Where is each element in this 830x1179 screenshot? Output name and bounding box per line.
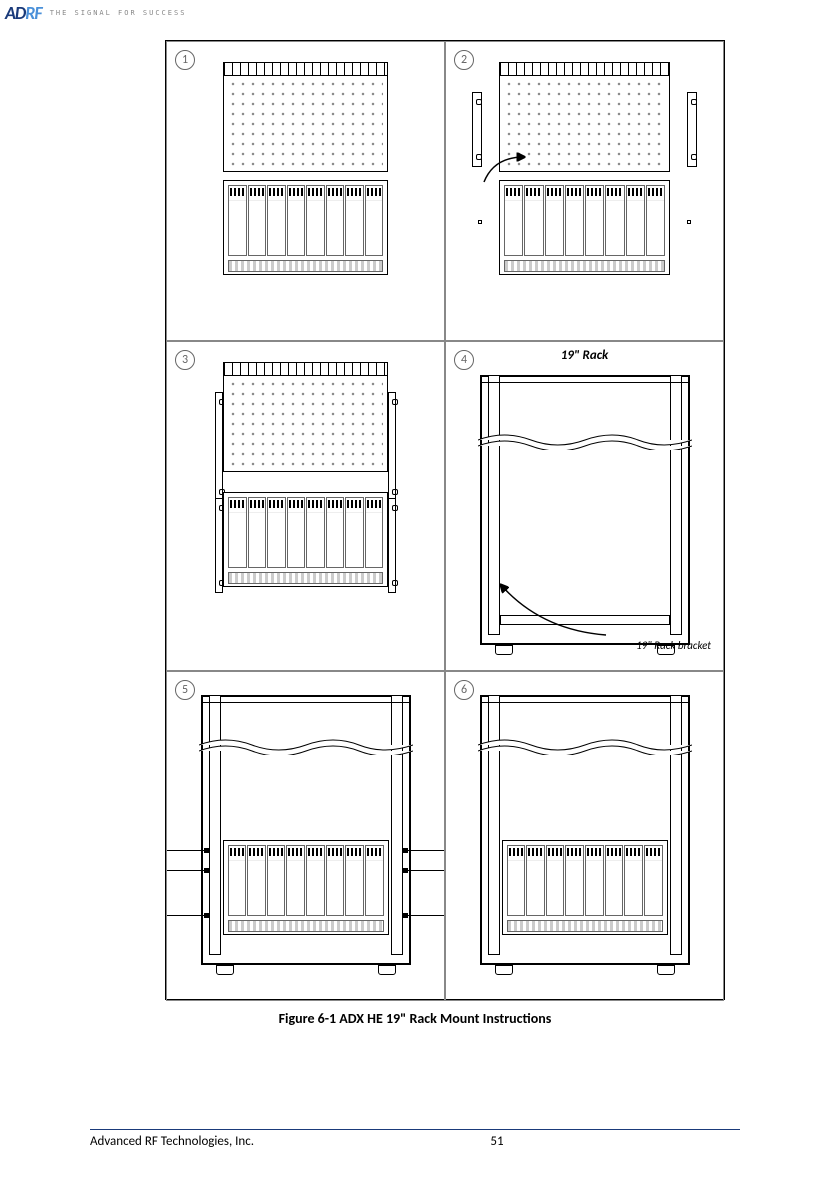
rack-diagram (480, 695, 690, 965)
rack-diagram (201, 695, 411, 965)
device-front-view (499, 180, 670, 275)
footer-page-number: 51 (490, 1134, 503, 1149)
tagline: THE SIGNAL FOR SUCCESS (50, 9, 187, 17)
mount-bracket-left (215, 392, 223, 502)
mount-bracket-right (388, 498, 396, 593)
device-in-rack (502, 840, 668, 935)
step-cell-6: 6 (445, 671, 724, 1001)
screw-icon (406, 870, 446, 871)
mount-bracket-right (388, 392, 396, 502)
footer-company: Advanced RF Technologies, Inc. (90, 1134, 254, 1149)
step-cell-1: 1 (166, 41, 445, 341)
device-front-view (223, 492, 388, 587)
device-in-rack (223, 840, 389, 935)
screw-icon (166, 850, 206, 851)
screw-icon (406, 850, 446, 851)
instruction-grid: 1 2 (166, 41, 724, 999)
step-number: 1 (175, 50, 195, 70)
bracket-label: 19" Rack bracket (636, 639, 711, 652)
step-cell-5: 5 (166, 671, 445, 1001)
figure-caption: Figure 6-1 ADX HE 19" Rack Mount Instruc… (0, 1010, 830, 1027)
logo-letter-a: A (5, 2, 15, 24)
step-cell-4: 4 19" Rack 19" Rack bracket (445, 341, 724, 671)
logo-letters-rf: RF (25, 2, 41, 24)
step-number: 4 (454, 350, 474, 370)
mount-bracket-right (687, 92, 697, 167)
screw-icon (166, 915, 206, 916)
logo: ADRF (5, 2, 42, 24)
page-header: ADRF THE SIGNAL FOR SUCCESS (5, 2, 186, 24)
screw-icon (406, 915, 446, 916)
page-footer: Advanced RF Technologies, Inc. 51 (90, 1129, 740, 1149)
device-front-view (223, 180, 388, 275)
rack-label: 19" Rack (561, 348, 609, 363)
device-top-view (223, 362, 388, 472)
arrow-icon (481, 580, 611, 640)
device-top-view (223, 62, 388, 172)
screw-icon (166, 870, 206, 871)
footer-divider (90, 1129, 740, 1130)
mount-bracket-left (215, 498, 223, 593)
step-cell-2: 2 (445, 41, 724, 341)
figure-container: 1 2 (165, 40, 725, 1000)
step-number: 6 (454, 680, 474, 700)
logo-letter-d: D (15, 2, 25, 24)
step-cell-3: 3 (166, 341, 445, 671)
step-number: 5 (175, 680, 195, 700)
